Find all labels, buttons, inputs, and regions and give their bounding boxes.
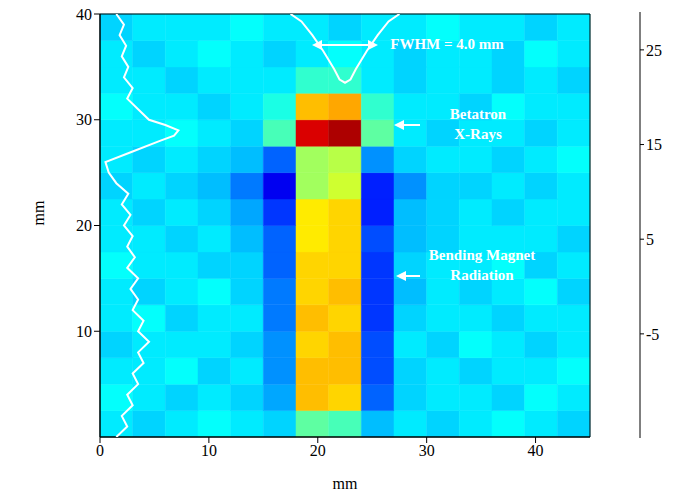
svg-text:40: 40 xyxy=(76,6,92,23)
svg-text:20: 20 xyxy=(310,442,326,459)
html-text:Betatron: Betatron xyxy=(449,106,507,122)
html-text:Radiation: Radiation xyxy=(450,267,514,283)
svg-text:25: 25 xyxy=(646,42,662,59)
svg-text:5: 5 xyxy=(646,231,654,248)
html-text:Bending Magnet: Bending Magnet xyxy=(428,247,536,263)
svg-text:mm: mm xyxy=(30,200,47,225)
html-text:X-Rays: X-Rays xyxy=(454,126,502,142)
svg-text:mm: mm xyxy=(333,475,358,492)
svg-text:30: 30 xyxy=(76,111,92,128)
svg-text:-5: -5 xyxy=(646,326,659,343)
svg-text:20: 20 xyxy=(76,217,92,234)
svg-text:40: 40 xyxy=(528,442,544,459)
svg-text:10: 10 xyxy=(76,323,92,340)
svg-text:30: 30 xyxy=(419,442,435,459)
svg-text:10: 10 xyxy=(201,442,217,459)
svg-text:0: 0 xyxy=(96,442,104,459)
svg-text:15: 15 xyxy=(646,136,662,153)
html-text:FWHM = 4.0 mm: FWHM = 4.0 mm xyxy=(390,36,504,52)
